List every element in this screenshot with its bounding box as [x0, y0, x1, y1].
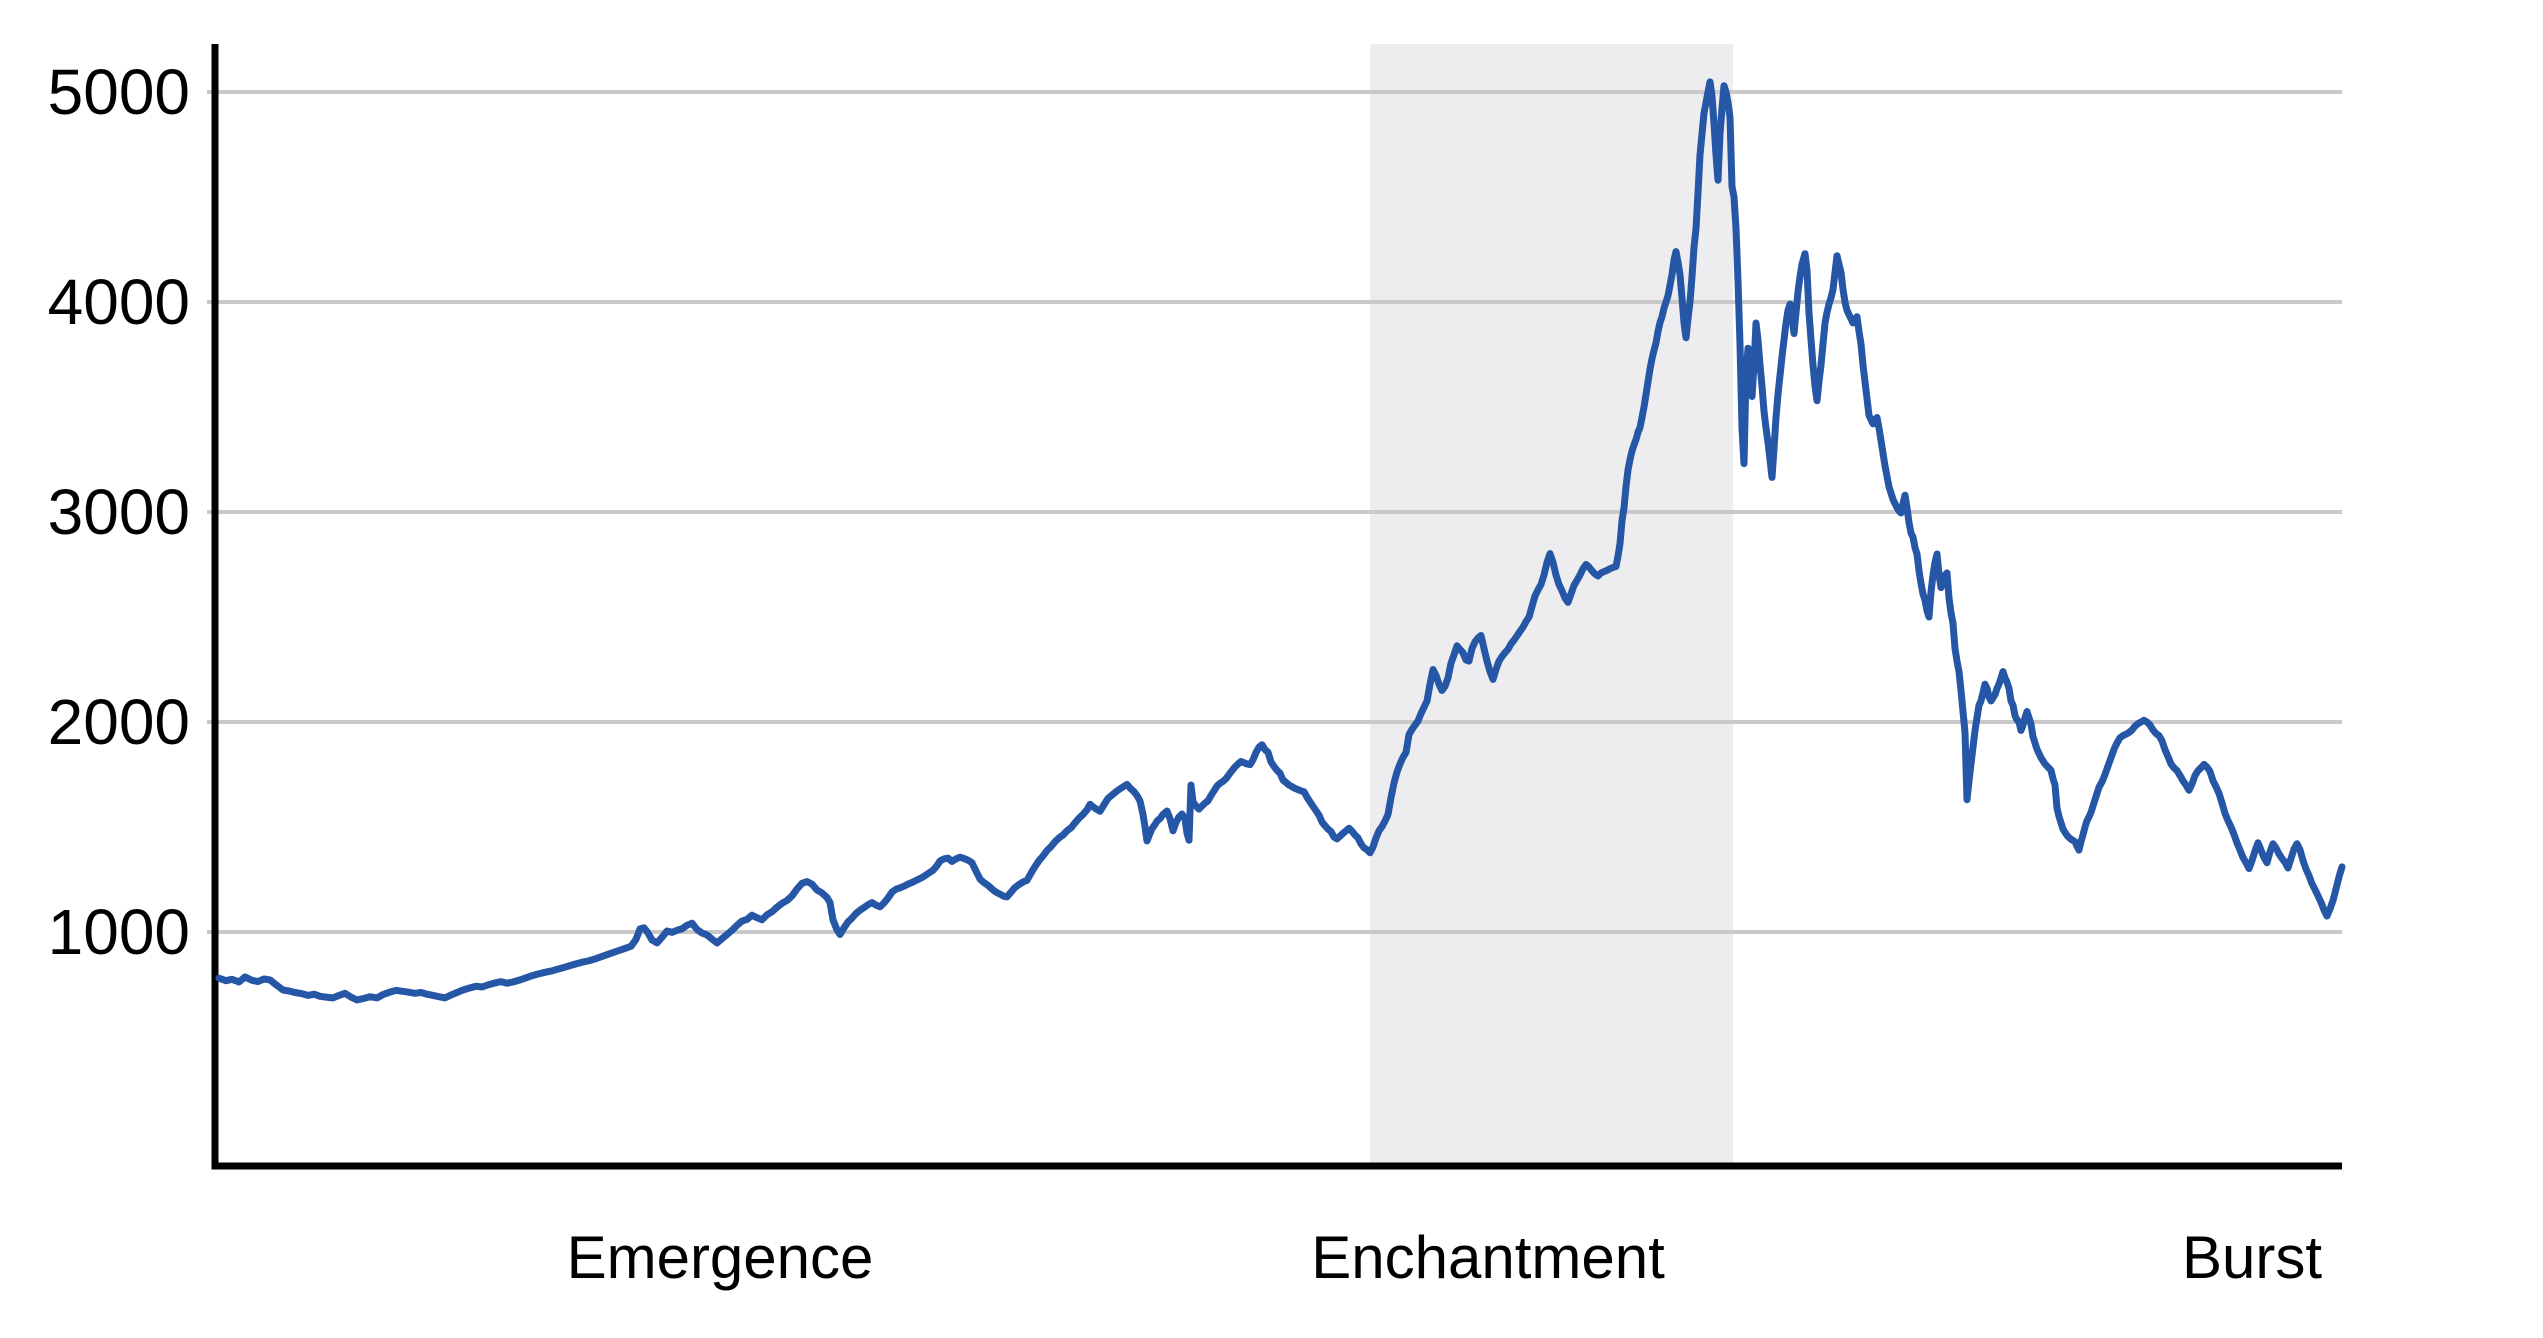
y-tick-label-2000: 2000 [47, 686, 190, 758]
phase-label-burst: Burst [2181, 1224, 2323, 1291]
series-index-level [215, 78, 2346, 1004]
enchantment-band [1370, 44, 1733, 1163]
y-tick-label-4000: 4000 [47, 266, 190, 338]
phase-label-enchantment: Enchantment [1311, 1224, 1665, 1291]
phase-label-emergence: Emergence [566, 1224, 874, 1291]
y-tick-label-3000: 3000 [47, 476, 190, 548]
y-tick-label-1000: 1000 [47, 896, 190, 968]
y-tick-label-5000: 5000 [47, 56, 190, 128]
